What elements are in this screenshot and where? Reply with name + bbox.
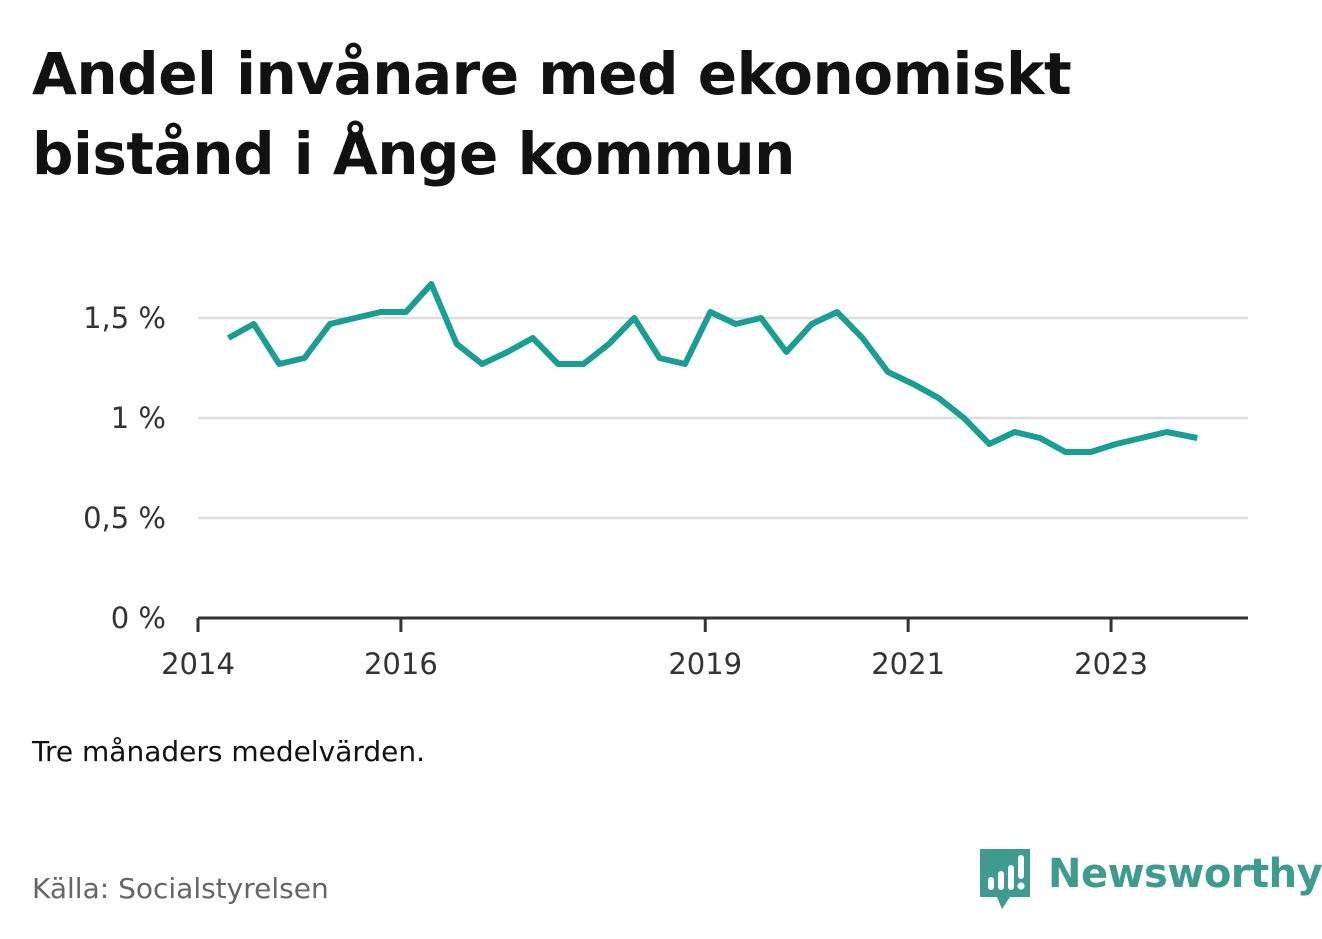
y-tick-label-3: 1,5 % (83, 301, 166, 335)
x-tick-label-4: 2023 (1074, 647, 1148, 681)
y-tick-label-2: 1 % (111, 401, 166, 435)
series-layer (226, 281, 1198, 455)
brand-name: Newsworthy (1048, 851, 1322, 897)
x-tick-label-2: 2019 (668, 647, 742, 681)
chart-note: Tre månaders medelvärden. (32, 735, 426, 768)
series-line-0 (226, 281, 1198, 455)
y-tick-label-1: 0,5 % (83, 501, 166, 535)
brand-logo[interactable]: Newsworthy (980, 848, 1322, 912)
chart-title: Andel invånare med ekonomiskt bistånd i … (32, 40, 1072, 188)
x-tick-label-1: 2016 (364, 647, 438, 681)
axes: 0 % 0,5 % 1 % 1,5 % 2014 2016 2019 2021 2023 (83, 301, 1248, 681)
x-tick-label-0: 2014 (161, 647, 235, 681)
source-label: Källa: Socialstyrelsen (32, 872, 329, 905)
x-tick-label-3: 2021 (871, 647, 945, 681)
grid-lines (198, 316, 1248, 520)
newsworthy-logo-icon (980, 849, 1030, 909)
y-tick-label-0: 0 % (111, 601, 166, 635)
